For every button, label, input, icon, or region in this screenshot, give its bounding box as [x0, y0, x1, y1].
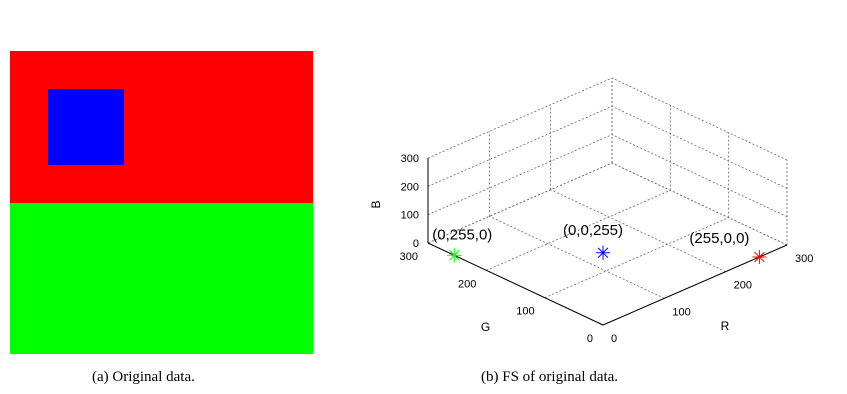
grid-line [611, 134, 788, 218]
g-tick-label: 300 [400, 251, 418, 263]
g-tick-label: 100 [516, 306, 534, 318]
caption-a: (a) Original data. [92, 369, 195, 385]
data-point-label: (0,0,255) [563, 222, 623, 239]
subfigure-b: 0 0 0 100 100 100 200 200 200 300 300 300 R G B (0,0,25… [330, 0, 847, 394]
grid-line [427, 77, 613, 159]
grid-line [544, 217, 729, 299]
g-tick-label: 200 [458, 278, 476, 290]
r-axis-label: R [721, 319, 730, 333]
subfigure-a: (a) Original data. [0, 0, 330, 394]
grid-line [489, 215, 665, 299]
grid-line [427, 105, 613, 187]
r-tick-label: 200 [734, 280, 752, 292]
r-tick-label: 300 [795, 253, 813, 265]
caption-b: (b) FS of original data. [481, 369, 619, 385]
g-tick-label: 0 [587, 333, 593, 345]
r-tick-label: 100 [672, 306, 690, 318]
b-axis-label: B [369, 201, 383, 209]
b-tick-label: 0 [413, 238, 419, 250]
grid-line [611, 162, 788, 246]
r-axis-line [602, 244, 788, 326]
b-tick-label: 200 [401, 181, 419, 193]
data-point-label: (255,0,0) [689, 230, 749, 247]
feature-space-plot: 0 0 0 100 100 100 200 200 200 300 300 300 R G B (0,0,25… [369, 77, 813, 345]
green-region [10, 203, 313, 354]
blue-square [48, 89, 124, 165]
original-data-image [10, 51, 313, 354]
g-axis-label: G [481, 320, 490, 334]
grid-line [427, 134, 613, 216]
data-point-marker [752, 249, 767, 264]
grid-line [427, 162, 613, 244]
b-tick-label: 100 [401, 210, 419, 222]
b-tick-label: 300 [401, 153, 419, 165]
r-tick-label: 0 [611, 333, 617, 345]
grid-line [611, 105, 788, 189]
grid-line [486, 189, 671, 271]
data-point-marker [447, 248, 462, 263]
data-point-marker [596, 245, 610, 260]
data-point-label: (0,255,0) [432, 226, 492, 243]
grid-line [611, 77, 788, 161]
g-axis-line [427, 242, 604, 326]
grid-line [550, 189, 726, 273]
